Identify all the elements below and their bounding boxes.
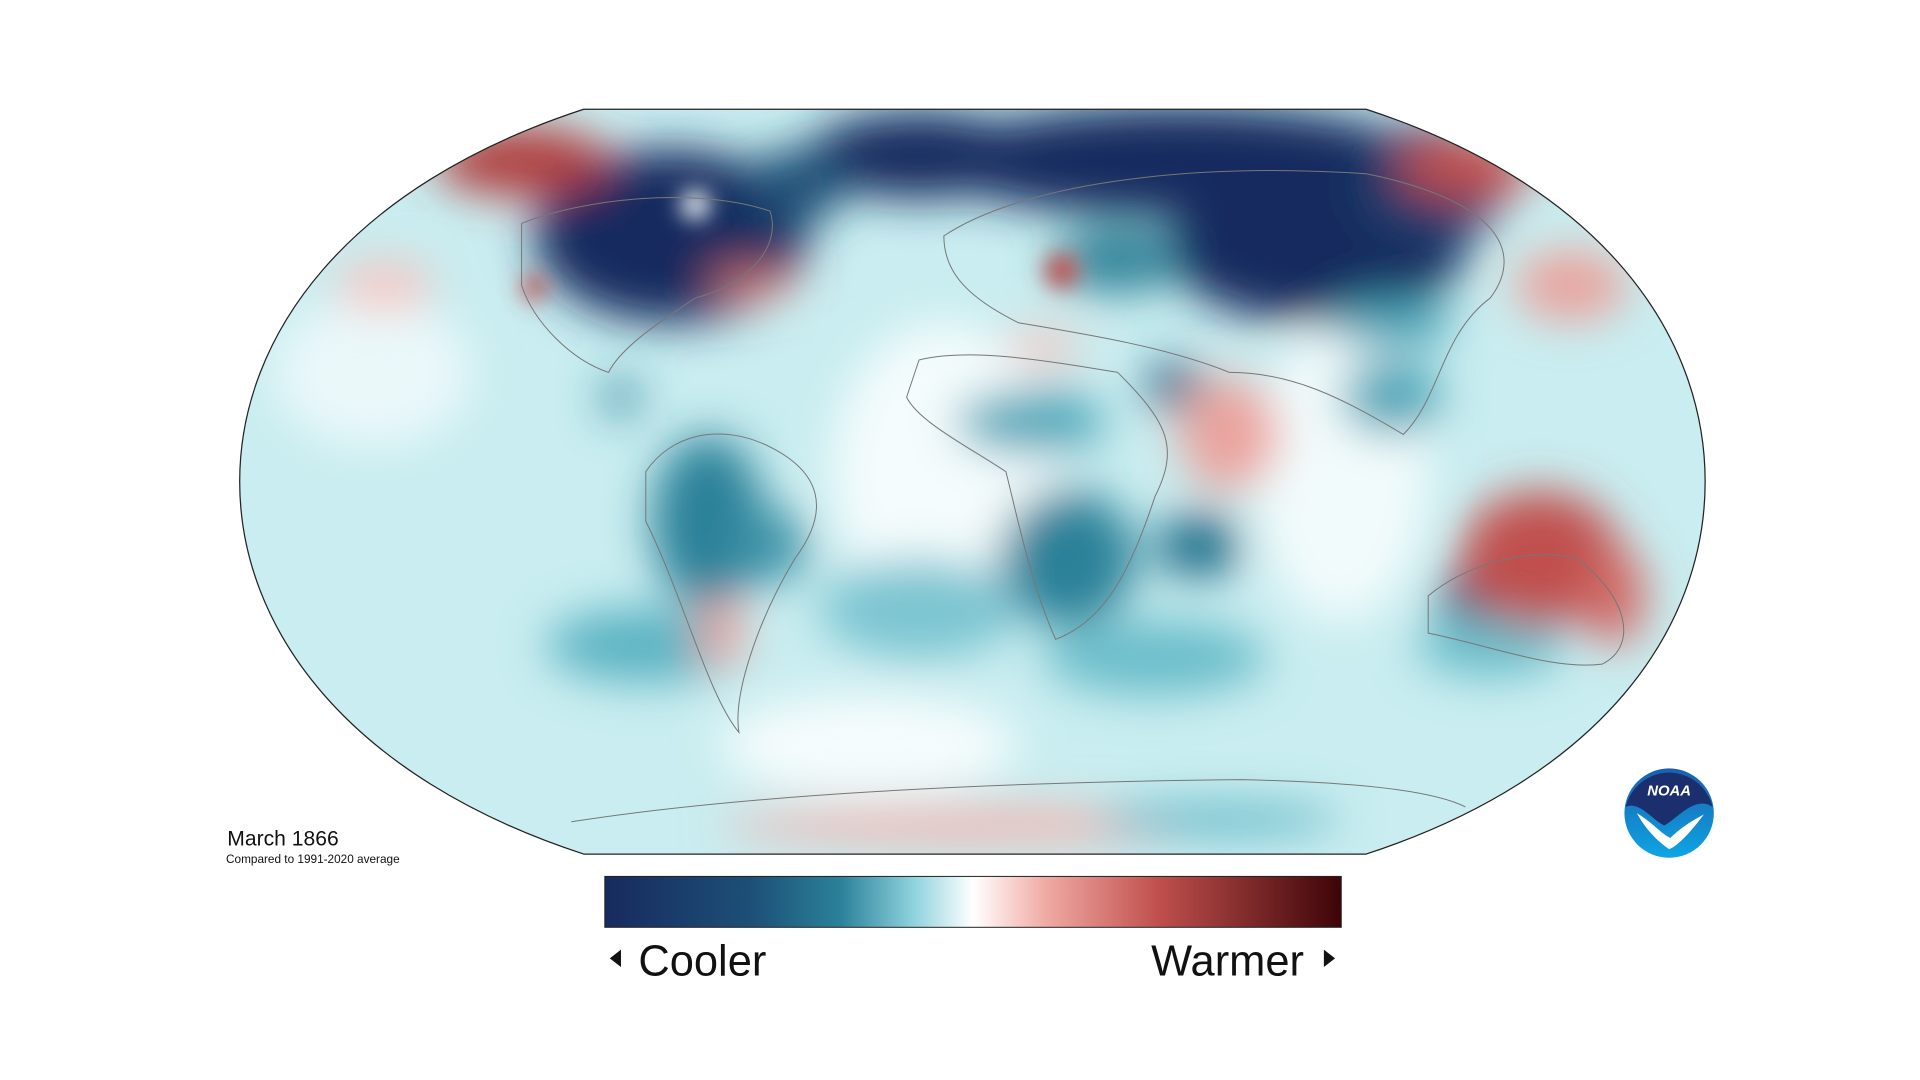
cooler-label: Cooler bbox=[638, 938, 766, 986]
left-arrow bbox=[609, 949, 621, 968]
noaa-logo: NOAA bbox=[1624, 768, 1714, 858]
coastlines bbox=[521, 170, 1625, 823]
color-bar bbox=[604, 875, 1342, 928]
anomaly-field bbox=[273, 109, 1646, 845]
logo-gull bbox=[1636, 813, 1704, 850]
logo-text: NOAA bbox=[1647, 784, 1691, 800]
logo-top bbox=[1625, 772, 1713, 826]
map-title: March 1866 bbox=[227, 827, 338, 850]
anomaly-map bbox=[239, 109, 1706, 855]
map-subtitle: Compared to 1991-2020 average bbox=[226, 853, 400, 866]
warmer-label: Warmer bbox=[1151, 938, 1304, 986]
right-arrow bbox=[1323, 949, 1336, 968]
map-outline bbox=[239, 108, 1706, 855]
